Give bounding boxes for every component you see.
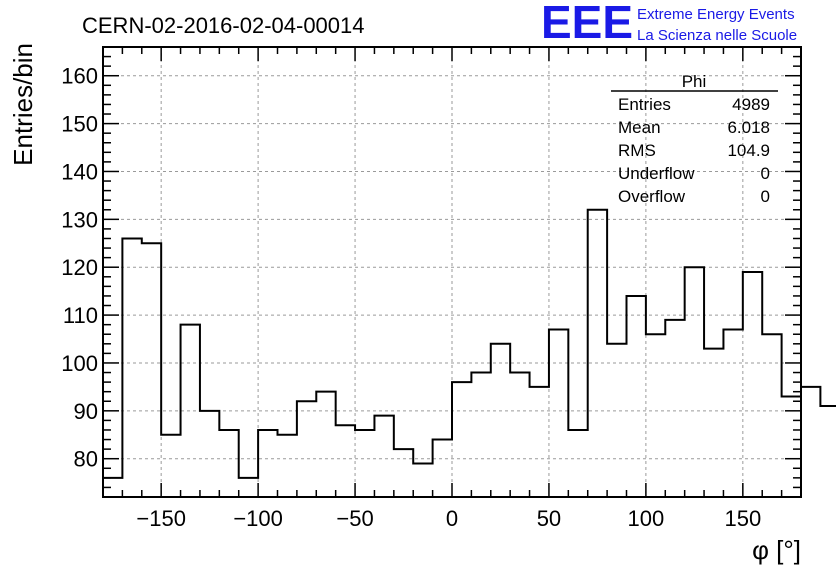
logo-line1: Extreme Energy Events [637,6,795,23]
histogram-bin [743,272,762,497]
x-tick-label: −50 [336,506,373,531]
histogram-bin [762,334,781,497]
x-tick-label: −100 [233,506,283,531]
histogram-bin [239,478,258,497]
histogram-bin [530,387,549,497]
stats-label: RMS [618,141,656,160]
eee-logo: EEE Extreme Energy Events La Scienza nel… [541,0,797,48]
histogram-bin [801,387,820,497]
histogram-bin [452,382,471,497]
grid [103,47,801,497]
histogram-bin [336,425,355,497]
histogram-bin [685,267,704,497]
histogram-bin [433,440,452,497]
histogram-bin [627,296,646,497]
stats-title: Phi [682,72,707,91]
histogram-bin [394,449,413,497]
histogram-bin [374,416,393,497]
stats-value: 6.018 [727,118,770,137]
y-tick-label: 140 [61,159,98,184]
histogram-bin [219,430,238,497]
logo-line2: La Scienza nelle Scuole [637,27,797,44]
histogram-bin [607,344,626,497]
y-tick-label: 150 [61,112,98,137]
stats-value: 0 [761,187,770,206]
logo-mark: EEE [541,0,633,48]
x-tick-label: 150 [724,506,761,531]
stats-label: Underflow [618,164,695,183]
histogram-bin [665,320,684,497]
histogram-bin [258,430,277,497]
histogram-bin [820,406,836,497]
y-tick-label: 80 [74,447,98,472]
histogram-series [103,208,836,497]
stats-label: Mean [618,118,661,137]
histogram-bin [200,411,219,497]
histogram-bin [491,344,510,497]
histogram-bin [704,349,723,497]
chart-title: CERN-02-2016-02-04-00014 [82,13,365,38]
stats-value: 0 [761,164,770,183]
histogram-outline [103,208,836,479]
stats-value: 104.9 [727,141,770,160]
y-tick-label: 90 [74,399,98,424]
histogram-bin [297,401,316,497]
histogram-bin [568,430,587,497]
x-tick-label: 0 [446,506,458,531]
y-tick-label: 160 [61,64,98,89]
histogram-bin [142,243,161,497]
histogram-bin [588,210,607,497]
y-tick-label: 120 [61,255,98,280]
histogram-bin [413,463,432,497]
y-tick-label: 100 [61,351,98,376]
stats-label: Overflow [618,187,686,206]
x-axis-label: φ [°] [752,535,801,565]
histogram-bin [161,435,180,497]
y-tick-label: 130 [61,207,98,232]
y-axis-label: Entries/bin [8,43,38,166]
histogram-bin [355,430,374,497]
histogram-bin [316,392,335,497]
x-axis: −150 −100 −50 0 50 100 150 [102,47,802,531]
histogram-bin [278,435,297,497]
histogram-bin [646,334,665,497]
x-tick-label: −150 [136,506,186,531]
histogram-bin [549,329,568,497]
x-tick-label: 100 [628,506,665,531]
y-tick-label: 110 [63,303,98,328]
histogram-bin [723,329,742,497]
stats-box: Phi Entries 4989 Mean 6.018 RMS 104.9 Underflo… [611,72,778,206]
histogram-bin [181,325,200,497]
stats-value: 4989 [732,95,770,114]
x-tick-label: 50 [537,506,561,531]
histogram-bin [510,373,529,497]
histogram-bin [471,373,490,497]
y-axis: 80 90 100 110 120 130 140 150 160 [61,46,801,489]
histogram-bin [122,238,141,497]
stats-label: Entries [618,95,671,114]
